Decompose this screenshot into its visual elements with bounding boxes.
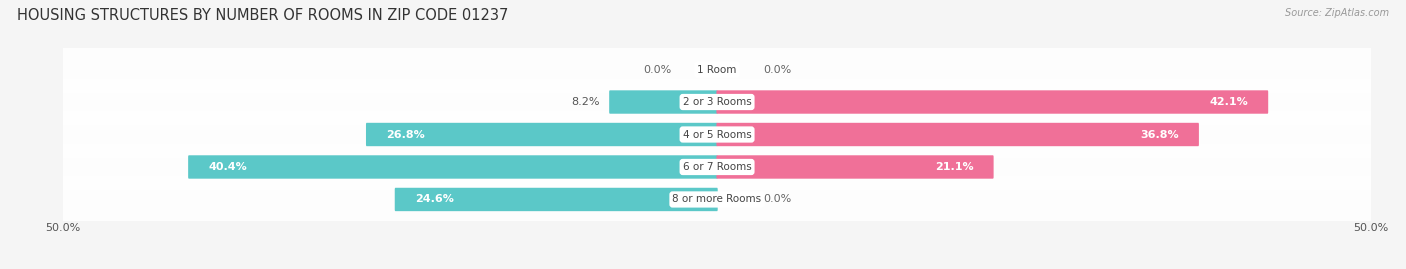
Text: 21.1%: 21.1% [935, 162, 973, 172]
Text: 2 or 3 Rooms: 2 or 3 Rooms [683, 97, 751, 107]
Text: 1 Room: 1 Room [697, 65, 737, 75]
FancyBboxPatch shape [717, 90, 1268, 114]
Text: Source: ZipAtlas.com: Source: ZipAtlas.com [1285, 8, 1389, 18]
Text: 24.6%: 24.6% [415, 194, 454, 204]
FancyBboxPatch shape [188, 155, 717, 179]
FancyBboxPatch shape [53, 79, 1381, 125]
Text: 40.4%: 40.4% [208, 162, 247, 172]
Text: 42.1%: 42.1% [1209, 97, 1249, 107]
FancyBboxPatch shape [717, 123, 1199, 146]
FancyBboxPatch shape [717, 155, 994, 179]
Text: 4 or 5 Rooms: 4 or 5 Rooms [683, 129, 751, 140]
Text: HOUSING STRUCTURES BY NUMBER OF ROOMS IN ZIP CODE 01237: HOUSING STRUCTURES BY NUMBER OF ROOMS IN… [17, 8, 508, 23]
Text: 0.0%: 0.0% [643, 65, 671, 75]
FancyBboxPatch shape [395, 188, 717, 211]
FancyBboxPatch shape [53, 111, 1381, 158]
FancyBboxPatch shape [366, 123, 717, 146]
Text: 26.8%: 26.8% [387, 129, 425, 140]
FancyBboxPatch shape [53, 144, 1381, 190]
Text: 8 or more Rooms: 8 or more Rooms [672, 194, 762, 204]
FancyBboxPatch shape [53, 176, 1381, 223]
FancyBboxPatch shape [609, 90, 717, 114]
FancyBboxPatch shape [53, 46, 1381, 93]
Text: 0.0%: 0.0% [763, 194, 792, 204]
Text: 0.0%: 0.0% [763, 65, 792, 75]
Text: 8.2%: 8.2% [571, 97, 599, 107]
Text: 36.8%: 36.8% [1140, 129, 1178, 140]
Text: 6 or 7 Rooms: 6 or 7 Rooms [683, 162, 751, 172]
